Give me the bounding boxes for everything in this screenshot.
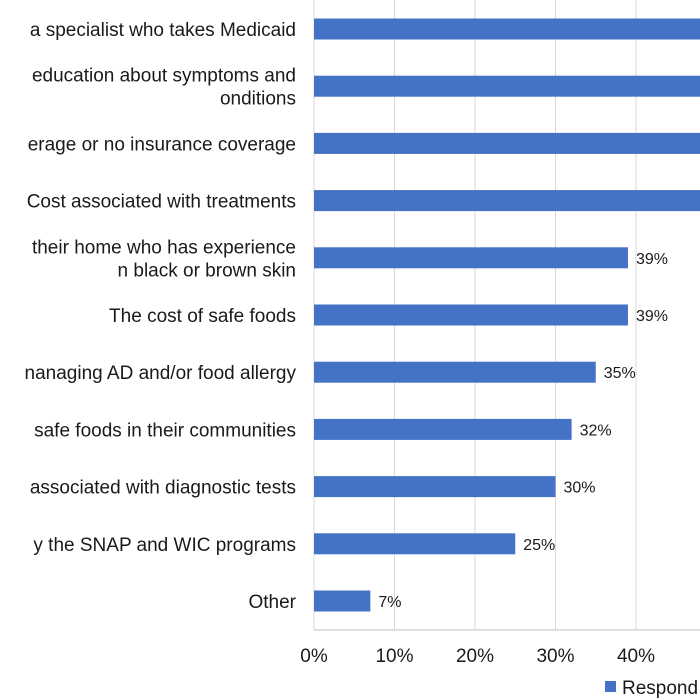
bar	[314, 476, 556, 498]
x-axis-ticks: 0% 10% 20% 30% 40%	[300, 646, 655, 667]
bar	[314, 533, 516, 555]
data-label: 39%	[636, 251, 668, 268]
data-label: 30%	[564, 480, 596, 497]
data-label: 25%	[523, 537, 555, 554]
category-label: associated with diagnostic tests	[30, 478, 296, 499]
bar	[314, 590, 371, 612]
x-tick-label: 0%	[300, 646, 328, 667]
bars	[314, 18, 700, 612]
bar	[314, 132, 700, 154]
category-label: education about symptoms and	[32, 66, 296, 87]
category-label: n black or brown skin	[118, 260, 296, 281]
data-label: 35%	[604, 365, 636, 382]
category-label: a specialist who takes Medicaid	[30, 20, 296, 41]
bar	[314, 418, 572, 440]
legend-swatch	[605, 681, 616, 692]
category-label: The cost of safe foods	[109, 306, 296, 327]
bar	[314, 247, 628, 269]
category-label: Cost associated with treatments	[27, 192, 296, 213]
bar	[314, 190, 700, 212]
bar	[314, 75, 700, 97]
x-tick-label: 10%	[375, 646, 413, 667]
category-labels: a specialist who takes Medicaid education…	[25, 20, 297, 613]
category-label: y the SNAP and WIC programs	[33, 535, 296, 556]
category-label: onditions	[220, 89, 296, 110]
legend: Respond	[605, 678, 698, 699]
data-label: 32%	[580, 422, 612, 439]
data-label: 39%	[636, 308, 668, 325]
bar	[314, 304, 628, 326]
bar	[314, 361, 596, 383]
category-label: erage or no insurance coverage	[28, 134, 296, 155]
category-label: nanaging AD and/or food allergy	[25, 363, 297, 384]
category-label: safe foods in their communities	[34, 420, 296, 441]
category-label: Other	[248, 592, 296, 613]
x-tick-label: 20%	[456, 646, 494, 667]
x-tick-label: 30%	[536, 646, 574, 667]
category-label: their home who has experience	[32, 237, 296, 258]
legend-label: Respond	[622, 678, 698, 699]
bar	[314, 18, 700, 40]
data-label: 7%	[378, 594, 401, 611]
data-labels: 39% 39% 35% 32% 30% 25% 7%	[378, 251, 668, 611]
x-tick-label: 40%	[617, 646, 655, 667]
